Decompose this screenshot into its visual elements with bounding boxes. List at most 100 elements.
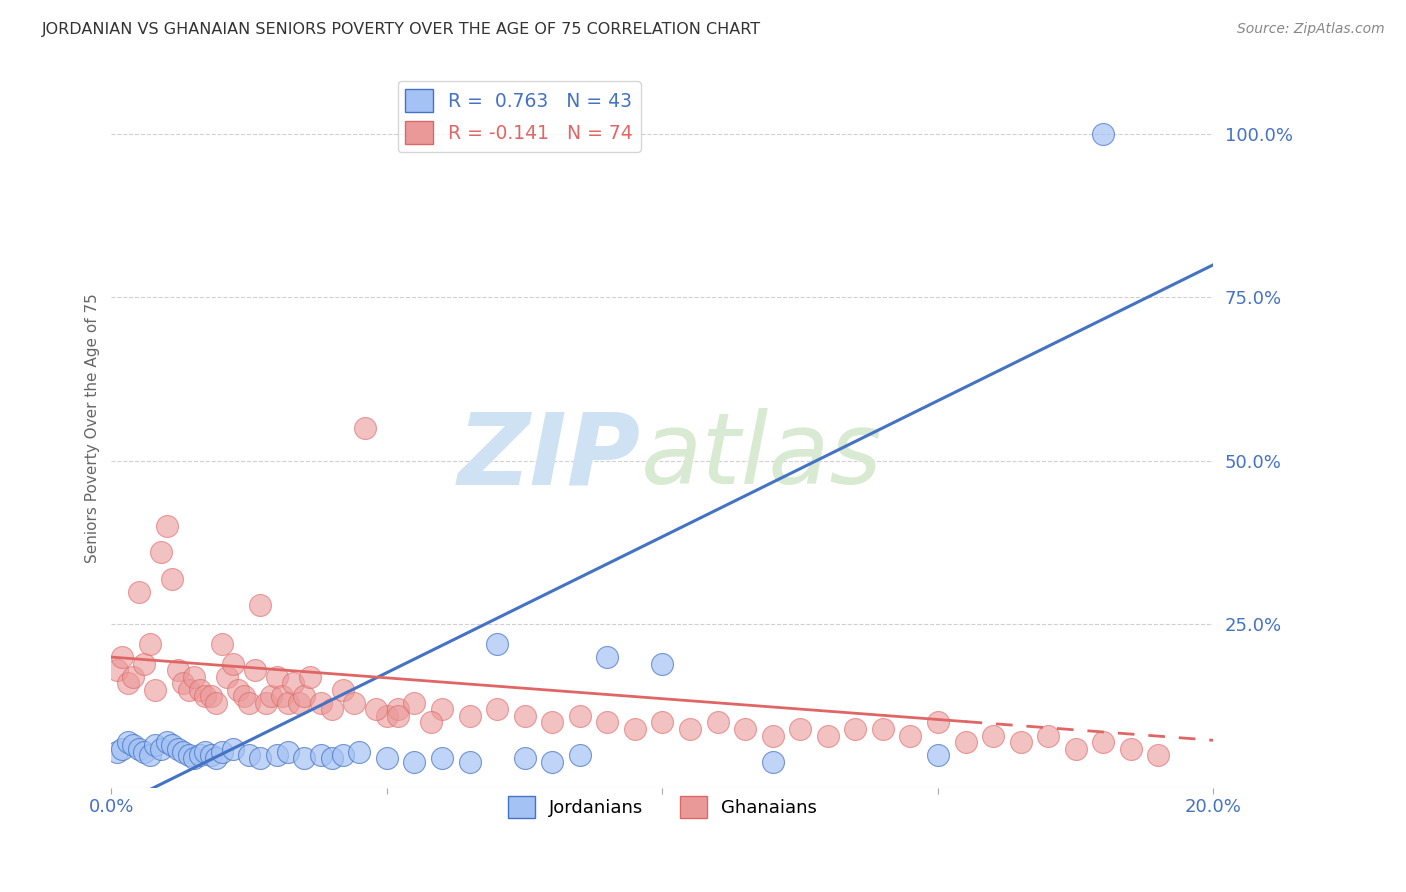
- Point: [321, 702, 343, 716]
- Y-axis label: Seniors Poverty Over the Age of 75: Seniors Poverty Over the Age of 75: [86, 293, 100, 563]
- Point: [155, 519, 177, 533]
- Point: [321, 751, 343, 765]
- Point: [927, 715, 949, 730]
- Point: [332, 748, 354, 763]
- Point: [122, 670, 145, 684]
- Text: Source: ZipAtlas.com: Source: ZipAtlas.com: [1237, 22, 1385, 37]
- Point: [706, 715, 728, 730]
- Point: [243, 663, 266, 677]
- Text: atlas: atlas: [640, 409, 882, 506]
- Point: [200, 748, 222, 763]
- Legend: Jordanians, Ghanaians: Jordanians, Ghanaians: [501, 789, 824, 826]
- Point: [1010, 735, 1032, 749]
- Point: [817, 729, 839, 743]
- Point: [332, 682, 354, 697]
- Point: [205, 751, 228, 765]
- Point: [458, 709, 481, 723]
- Point: [541, 715, 564, 730]
- Point: [134, 657, 156, 671]
- Point: [420, 715, 443, 730]
- Point: [596, 715, 619, 730]
- Point: [955, 735, 977, 749]
- Point: [309, 696, 332, 710]
- Point: [221, 741, 243, 756]
- Point: [122, 739, 145, 753]
- Point: [734, 722, 756, 736]
- Point: [1119, 741, 1142, 756]
- Point: [596, 650, 619, 665]
- Point: [430, 751, 453, 765]
- Point: [200, 690, 222, 704]
- Point: [404, 696, 426, 710]
- Point: [679, 722, 702, 736]
- Point: [160, 572, 183, 586]
- Point: [387, 709, 409, 723]
- Point: [1064, 741, 1087, 756]
- Point: [211, 745, 233, 759]
- Point: [458, 755, 481, 769]
- Point: [343, 696, 366, 710]
- Point: [205, 696, 228, 710]
- Point: [283, 676, 305, 690]
- Point: [117, 676, 139, 690]
- Point: [221, 657, 243, 671]
- Point: [128, 584, 150, 599]
- Point: [194, 690, 217, 704]
- Point: [105, 745, 128, 759]
- Point: [232, 690, 254, 704]
- Point: [172, 745, 194, 759]
- Point: [183, 751, 205, 765]
- Point: [188, 682, 211, 697]
- Point: [651, 715, 673, 730]
- Point: [194, 745, 217, 759]
- Point: [568, 748, 591, 763]
- Point: [364, 702, 387, 716]
- Point: [188, 748, 211, 763]
- Point: [139, 637, 162, 651]
- Point: [309, 748, 332, 763]
- Point: [298, 670, 321, 684]
- Point: [375, 709, 398, 723]
- Point: [1092, 735, 1115, 749]
- Point: [160, 739, 183, 753]
- Point: [375, 751, 398, 765]
- Point: [1036, 729, 1059, 743]
- Point: [430, 702, 453, 716]
- Point: [872, 722, 894, 736]
- Point: [139, 748, 162, 763]
- Point: [105, 663, 128, 677]
- Point: [277, 745, 299, 759]
- Point: [183, 670, 205, 684]
- Point: [145, 739, 167, 753]
- Point: [166, 741, 188, 756]
- Point: [271, 690, 294, 704]
- Point: [150, 741, 173, 756]
- Point: [762, 755, 785, 769]
- Point: [287, 696, 309, 710]
- Point: [404, 755, 426, 769]
- Point: [844, 722, 866, 736]
- Point: [155, 735, 177, 749]
- Point: [134, 745, 156, 759]
- Point: [513, 751, 536, 765]
- Point: [177, 748, 200, 763]
- Point: [226, 682, 249, 697]
- Point: [117, 735, 139, 749]
- Point: [789, 722, 811, 736]
- Point: [900, 729, 922, 743]
- Point: [762, 729, 785, 743]
- Point: [354, 421, 377, 435]
- Point: [1092, 127, 1115, 141]
- Point: [981, 729, 1004, 743]
- Point: [349, 745, 371, 759]
- Point: [111, 741, 134, 756]
- Point: [651, 657, 673, 671]
- Point: [211, 637, 233, 651]
- Point: [172, 676, 194, 690]
- Point: [128, 741, 150, 756]
- Point: [166, 663, 188, 677]
- Point: [260, 690, 283, 704]
- Point: [145, 682, 167, 697]
- Point: [111, 650, 134, 665]
- Point: [292, 690, 315, 704]
